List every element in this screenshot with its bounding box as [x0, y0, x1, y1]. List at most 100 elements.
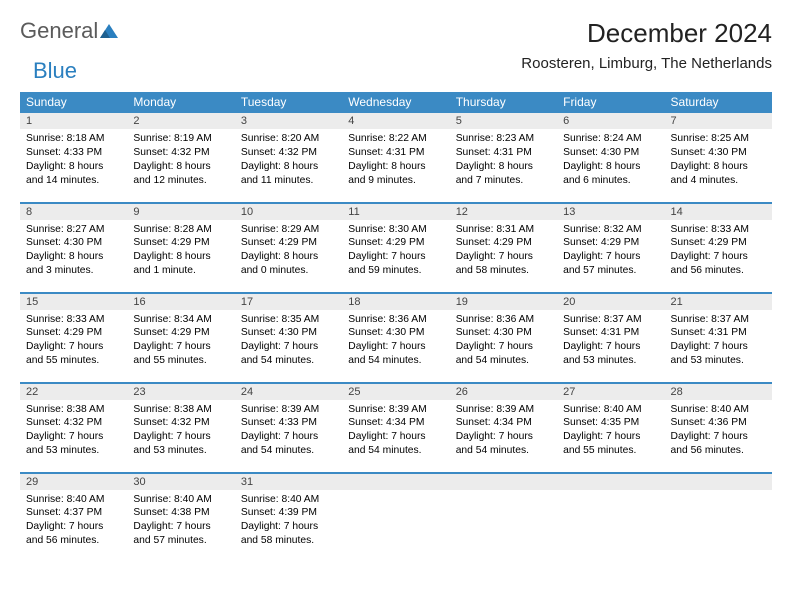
- day-header: Thursday: [450, 92, 557, 112]
- day-number: 28: [665, 383, 772, 400]
- calendar-table: Sunday Monday Tuesday Wednesday Thursday…: [20, 92, 772, 562]
- calendar-cell: 20Sunrise: 8:37 AMSunset: 4:31 PMDayligh…: [557, 292, 664, 382]
- day-number: 6: [557, 112, 664, 129]
- calendar-week-row: 1Sunrise: 8:18 AMSunset: 4:33 PMDaylight…: [20, 112, 772, 202]
- day-number: 23: [127, 383, 234, 400]
- calendar-cell: 26Sunrise: 8:39 AMSunset: 4:34 PMDayligh…: [450, 382, 557, 472]
- day-number: 29: [20, 473, 127, 490]
- day-body: Sunrise: 8:37 AMSunset: 4:31 PMDaylight:…: [557, 310, 664, 373]
- day-body: Sunrise: 8:38 AMSunset: 4:32 PMDaylight:…: [20, 400, 127, 463]
- day-body: Sunrise: 8:40 AMSunset: 4:38 PMDaylight:…: [127, 490, 234, 553]
- calendar-week-row: 15Sunrise: 8:33 AMSunset: 4:29 PMDayligh…: [20, 292, 772, 382]
- day-body: Sunrise: 8:28 AMSunset: 4:29 PMDaylight:…: [127, 220, 234, 283]
- day-number: 21: [665, 293, 772, 310]
- day-number: 12: [450, 203, 557, 220]
- calendar-cell: 3Sunrise: 8:20 AMSunset: 4:32 PMDaylight…: [235, 112, 342, 202]
- day-body: Sunrise: 8:33 AMSunset: 4:29 PMDaylight:…: [20, 310, 127, 373]
- calendar-cell: [557, 472, 664, 562]
- day-body: Sunrise: 8:39 AMSunset: 4:34 PMDaylight:…: [342, 400, 449, 463]
- calendar-cell: 12Sunrise: 8:31 AMSunset: 4:29 PMDayligh…: [450, 202, 557, 292]
- day-header-row: Sunday Monday Tuesday Wednesday Thursday…: [20, 92, 772, 112]
- day-body: Sunrise: 8:34 AMSunset: 4:29 PMDaylight:…: [127, 310, 234, 373]
- day-body: Sunrise: 8:32 AMSunset: 4:29 PMDaylight:…: [557, 220, 664, 283]
- calendar-cell: 10Sunrise: 8:29 AMSunset: 4:29 PMDayligh…: [235, 202, 342, 292]
- calendar-cell: 5Sunrise: 8:23 AMSunset: 4:31 PMDaylight…: [450, 112, 557, 202]
- calendar-cell: 7Sunrise: 8:25 AMSunset: 4:30 PMDaylight…: [665, 112, 772, 202]
- calendar-cell: 4Sunrise: 8:22 AMSunset: 4:31 PMDaylight…: [342, 112, 449, 202]
- day-number: 9: [127, 203, 234, 220]
- day-number-empty: [557, 473, 664, 490]
- day-body: Sunrise: 8:38 AMSunset: 4:32 PMDaylight:…: [127, 400, 234, 463]
- day-header: Tuesday: [235, 92, 342, 112]
- day-header: Friday: [557, 92, 664, 112]
- day-number: 25: [342, 383, 449, 400]
- day-body: Sunrise: 8:30 AMSunset: 4:29 PMDaylight:…: [342, 220, 449, 283]
- logo-text-2: Blue: [33, 58, 77, 83]
- month-title: December 2024: [521, 18, 772, 49]
- day-header: Sunday: [20, 92, 127, 112]
- calendar-cell: 9Sunrise: 8:28 AMSunset: 4:29 PMDaylight…: [127, 202, 234, 292]
- calendar-cell: 22Sunrise: 8:38 AMSunset: 4:32 PMDayligh…: [20, 382, 127, 472]
- calendar-cell: 6Sunrise: 8:24 AMSunset: 4:30 PMDaylight…: [557, 112, 664, 202]
- day-number: 5: [450, 112, 557, 129]
- day-number-empty: [450, 473, 557, 490]
- day-body: Sunrise: 8:19 AMSunset: 4:32 PMDaylight:…: [127, 129, 234, 192]
- day-body: Sunrise: 8:22 AMSunset: 4:31 PMDaylight:…: [342, 129, 449, 192]
- day-body: Sunrise: 8:39 AMSunset: 4:34 PMDaylight:…: [450, 400, 557, 463]
- day-number: 30: [127, 473, 234, 490]
- day-header: Monday: [127, 92, 234, 112]
- day-header: Wednesday: [342, 92, 449, 112]
- day-number: 14: [665, 203, 772, 220]
- day-number: 1: [20, 112, 127, 129]
- calendar-cell: 11Sunrise: 8:30 AMSunset: 4:29 PMDayligh…: [342, 202, 449, 292]
- day-number: 10: [235, 203, 342, 220]
- day-number: 11: [342, 203, 449, 220]
- calendar-cell: 19Sunrise: 8:36 AMSunset: 4:30 PMDayligh…: [450, 292, 557, 382]
- day-number: 19: [450, 293, 557, 310]
- calendar-cell: 1Sunrise: 8:18 AMSunset: 4:33 PMDaylight…: [20, 112, 127, 202]
- day-body: Sunrise: 8:23 AMSunset: 4:31 PMDaylight:…: [450, 129, 557, 192]
- calendar-cell: 13Sunrise: 8:32 AMSunset: 4:29 PMDayligh…: [557, 202, 664, 292]
- calendar-cell: 8Sunrise: 8:27 AMSunset: 4:30 PMDaylight…: [20, 202, 127, 292]
- day-body: Sunrise: 8:20 AMSunset: 4:32 PMDaylight:…: [235, 129, 342, 192]
- location: Roosteren, Limburg, The Netherlands: [521, 55, 772, 72]
- calendar-week-row: 22Sunrise: 8:38 AMSunset: 4:32 PMDayligh…: [20, 382, 772, 472]
- day-number: 15: [20, 293, 127, 310]
- day-body: Sunrise: 8:33 AMSunset: 4:29 PMDaylight:…: [665, 220, 772, 283]
- day-body: Sunrise: 8:35 AMSunset: 4:30 PMDaylight:…: [235, 310, 342, 373]
- day-number: 17: [235, 293, 342, 310]
- calendar-cell: 21Sunrise: 8:37 AMSunset: 4:31 PMDayligh…: [665, 292, 772, 382]
- day-body: Sunrise: 8:36 AMSunset: 4:30 PMDaylight:…: [342, 310, 449, 373]
- day-number: 27: [557, 383, 664, 400]
- calendar-cell: 14Sunrise: 8:33 AMSunset: 4:29 PMDayligh…: [665, 202, 772, 292]
- day-body: Sunrise: 8:24 AMSunset: 4:30 PMDaylight:…: [557, 129, 664, 192]
- calendar-cell: 17Sunrise: 8:35 AMSunset: 4:30 PMDayligh…: [235, 292, 342, 382]
- calendar-cell: 31Sunrise: 8:40 AMSunset: 4:39 PMDayligh…: [235, 472, 342, 562]
- day-body: Sunrise: 8:40 AMSunset: 4:37 PMDaylight:…: [20, 490, 127, 553]
- calendar-cell: 27Sunrise: 8:40 AMSunset: 4:35 PMDayligh…: [557, 382, 664, 472]
- day-body: Sunrise: 8:25 AMSunset: 4:30 PMDaylight:…: [665, 129, 772, 192]
- calendar-cell: 25Sunrise: 8:39 AMSunset: 4:34 PMDayligh…: [342, 382, 449, 472]
- day-body: Sunrise: 8:39 AMSunset: 4:33 PMDaylight:…: [235, 400, 342, 463]
- day-number: 26: [450, 383, 557, 400]
- day-number: 4: [342, 112, 449, 129]
- day-number: 2: [127, 112, 234, 129]
- day-body: Sunrise: 8:31 AMSunset: 4:29 PMDaylight:…: [450, 220, 557, 283]
- calendar-cell: [342, 472, 449, 562]
- day-body: Sunrise: 8:40 AMSunset: 4:35 PMDaylight:…: [557, 400, 664, 463]
- day-number: 18: [342, 293, 449, 310]
- day-number: 31: [235, 473, 342, 490]
- logo-text-1: General: [20, 18, 98, 44]
- calendar-cell: [665, 472, 772, 562]
- day-body: Sunrise: 8:40 AMSunset: 4:39 PMDaylight:…: [235, 490, 342, 553]
- day-number: 22: [20, 383, 127, 400]
- calendar-week-row: 8Sunrise: 8:27 AMSunset: 4:30 PMDaylight…: [20, 202, 772, 292]
- day-body: Sunrise: 8:37 AMSunset: 4:31 PMDaylight:…: [665, 310, 772, 373]
- day-number: 16: [127, 293, 234, 310]
- calendar-week-row: 29Sunrise: 8:40 AMSunset: 4:37 PMDayligh…: [20, 472, 772, 562]
- calendar-cell: 18Sunrise: 8:36 AMSunset: 4:30 PMDayligh…: [342, 292, 449, 382]
- calendar-cell: 23Sunrise: 8:38 AMSunset: 4:32 PMDayligh…: [127, 382, 234, 472]
- day-header: Saturday: [665, 92, 772, 112]
- day-number: 3: [235, 112, 342, 129]
- day-number: 20: [557, 293, 664, 310]
